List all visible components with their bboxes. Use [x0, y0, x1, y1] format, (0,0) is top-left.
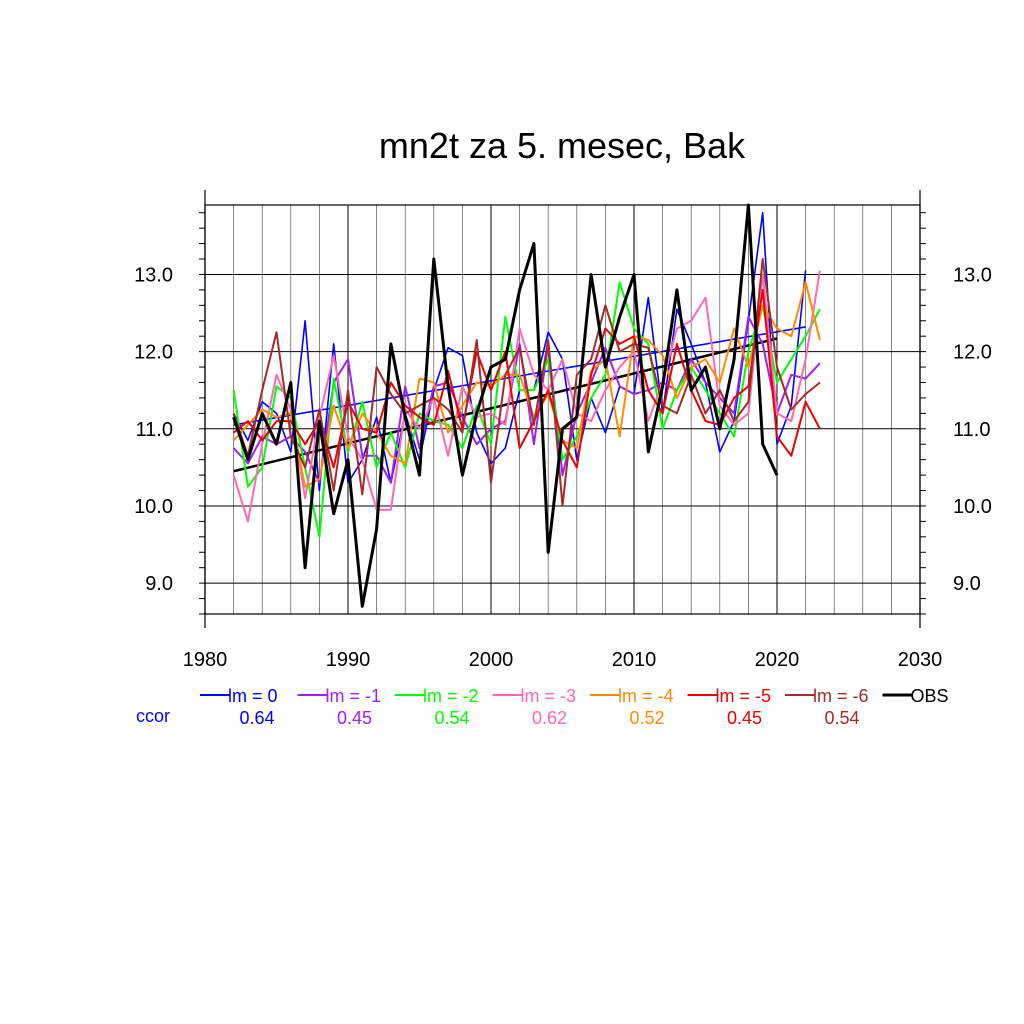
y-tick-label-left: 13.0: [134, 264, 173, 286]
y-tick-label-right: 9.0: [953, 573, 981, 595]
plot-frame: [204, 190, 921, 628]
legend-entry: OBS: [911, 686, 949, 706]
series-line: [232, 270, 821, 523]
y-tick-label-left: 10.0: [134, 496, 173, 518]
y-tick-label-right: 11.0: [953, 419, 990, 441]
chart-title: mn2t za 5. mesec, Bak: [379, 125, 746, 166]
legend-entry: lm = -2: [423, 686, 479, 706]
legend-entry: lm = 0: [228, 686, 278, 706]
series-line: [232, 281, 821, 488]
y-tick-label-left: 11.0: [136, 419, 173, 441]
legend-ccor-value: 0.45: [727, 708, 762, 728]
axis-ticks: 9.0 9.0 10.0 10.0 11.0 11.0 12.0 12.0 13.0 13.0 19…: [134, 212, 992, 671]
y-tick-label-left: 12.0: [134, 342, 173, 364]
y-tick-label-right: 12.0: [953, 342, 992, 364]
x-tick-label: 2010: [612, 649, 657, 671]
series-line: [232, 258, 821, 507]
legend-entry: lm = -1: [326, 686, 382, 706]
legend-ccor-value: 0.54: [824, 708, 859, 728]
y-tick-label-right: 10.0: [953, 496, 992, 518]
x-tick-label: 1990: [326, 649, 371, 671]
x-tick-label: 1980: [183, 649, 228, 671]
series-line: [232, 203, 779, 608]
x-tick-label: 2030: [898, 649, 943, 671]
legend-entry: lm = -3: [521, 686, 577, 706]
legend-entry: lm = -6: [813, 686, 869, 706]
x-tick-label: 2000: [469, 649, 514, 671]
legend-ccor-value: 0.45: [337, 708, 372, 728]
y-tick-label-right: 13.0: [953, 264, 992, 286]
legend-ccor-value: 0.52: [629, 708, 664, 728]
x-tick-label: 2020: [755, 649, 800, 671]
ccor-label: ccor: [136, 706, 170, 726]
legend-entry: lm = -4: [618, 686, 674, 706]
y-tick-label-left: 9.0: [145, 573, 173, 595]
legend-entry: lm = -5: [716, 686, 772, 706]
legend-ccor-value: 0.54: [434, 708, 469, 728]
series-lines: [232, 203, 821, 608]
legend-ccor-value: 0.64: [239, 708, 274, 728]
legend-ccor-value: 0.62: [532, 708, 567, 728]
